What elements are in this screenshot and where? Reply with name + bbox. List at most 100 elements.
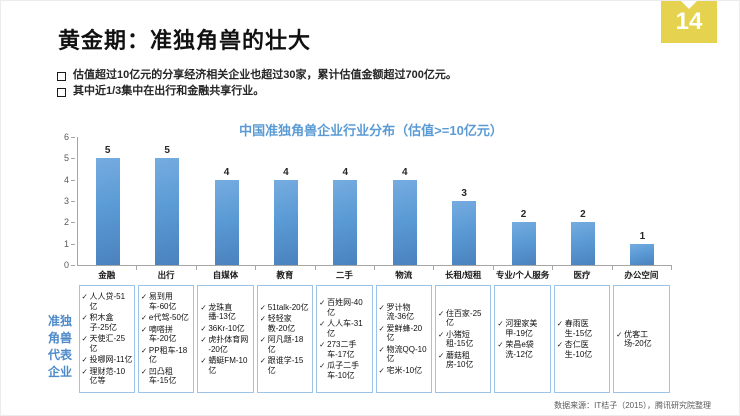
bar-cell-4: 4 [316,137,376,270]
x-axis-tick-mark [255,266,257,270]
company-name: 虎扑体育网 -20亿 [208,335,249,354]
bar-data-label: 5 [164,145,170,157]
company-box-cell: ✓ 人人贷-51亿 ✓ 积木盒子-25亿 ✓ 天使汇-25亿 ✓ 投哪网-11亿 ✓ 理财范-10… [77,285,136,393]
bar-物流[interactable] [392,179,417,265]
company-list-item: ✓ 住百家-25亿 [438,309,489,328]
bar-cell-8: 2 [553,137,613,270]
company-list-item: ✓ 凹凸租车-15亿 [141,367,192,386]
company-box-cell: ✓ 百姓网-40亿 ✓ 人人车-31亿 ✓ 273二手车-17亿 ✓ 瓜子二手车-10亿 [315,285,374,393]
company-name: 阿凡题-18亿 [267,335,304,354]
x-axis-category-label: 物流 [395,270,413,280]
y-axis-tick-mark [71,179,75,181]
bar-长租/短租[interactable] [452,201,477,265]
company-list-item: ✓ 阿凡题-18亿 [260,335,311,354]
x-axis-category-label: 专业/个人服务 [495,270,550,280]
company-name: 蘑菇租房-10亿 [445,350,474,370]
bar-data-label: 4 [342,166,349,178]
data-source-note: 数据来源：IT桔子（2015），腾讯研究院整理 [554,401,711,410]
company-list-item: ✓ 罗计物流-36亿 [379,303,430,322]
slide-title: 黄金期：准独角兽的壮大 [58,28,312,53]
company-list-item: ✓ 36Kr-10亿 [200,324,251,334]
bar-专业/个人服务[interactable] [511,222,536,265]
bullet-list: 估值超过10亿元的分享经济相关企业也超过30家，累计估值金额超过700亿元。 其中… [57,69,457,101]
x-axis-tick-mark [611,266,613,270]
company-name: 小猪短租-15亿 [445,329,474,349]
company-list-item: ✓ PP租车-18亿 [141,346,192,365]
company-name: 51talk-20亿 [267,302,309,312]
company-name: 龙珠直播-13亿 [208,302,236,322]
bar-cell-1: 5 [137,137,197,270]
bar-自媒体[interactable] [214,179,239,265]
bar-出行[interactable] [155,158,180,265]
company-list-item: ✓ 273二手车-17亿 [319,340,370,359]
y-axis-tick-label: 3 [63,196,69,206]
y-axis-tick-mark [71,201,75,202]
company-box-教育: ✓ 51talk-20亿 ✓ 轻轻家教-20亿 ✓ 阿凡题-18亿 ✓ 跟谁学-15亿 [256,285,314,393]
company-name: 优客工场-20亿 [624,329,652,349]
checkmark-icon: ✓ [437,329,445,339]
checkmark-icon: ✓ [81,334,88,344]
x-axis-category-label: 自媒体 [212,270,239,280]
company-list-item: ✓ 春雨医生-15亿 [557,319,608,338]
checkmark-icon: ✓ [319,361,326,370]
checkmark-icon: ✓ [616,329,623,339]
bullet-item: 其中近1/3集中在出行和金融共享行业。 [57,85,457,98]
company-list-item: ✓ 易到用车-60亿 [141,292,192,311]
company-box-cell: ✓ 优客工场-20亿 [612,285,671,393]
company-list-item: ✓ 龙珠直播-13亿 [200,303,251,322]
company-list-item: ✓ 河狸家美甲-19亿 [497,319,548,338]
company-list-item: ✓ 优客工场-20亿 [616,330,667,349]
checkmark-icon: ✓ [497,319,504,328]
company-list-item: ✓ 投哪网-11亿 [82,355,133,365]
y-axis-tick-label: 5 [63,153,69,164]
company-boxes-row: ✓ 人人贷-51亿 ✓ 积木盒子-25亿 ✓ 天使汇-25亿 ✓ 投哪网-11亿 ✓ 理财范-10… [77,285,671,393]
checkmark-icon: ✓ [81,313,88,323]
company-name: 天使汇-25亿 [89,334,126,353]
company-box-金融: ✓ 人人贷-51亿 ✓ 积木盒子-25亿 ✓ 天使汇-25亿 ✓ 投哪网-11亿 ✓ 理财范-10… [78,285,135,393]
checkmark-icon: ✓ [81,355,88,365]
checkmark-icon: ✓ [259,335,267,345]
bar-cell-2: 4 [197,137,257,270]
bar-cell-6: 3 [434,137,494,270]
bar-教育[interactable] [273,179,298,265]
y-axis-tick-label: 1 [63,238,69,249]
y-axis-tick-label: 0 [63,260,69,270]
company-box-cell: ✓ 龙珠直播-13亿 ✓ 36Kr-10亿 ✓ 虎扑体育网 -20亿 ✓ 蜻蜓FM-10亿 [196,285,255,393]
company-list-item: ✓ e代驾-50亿 [141,313,192,323]
x-axis-tick-mark [433,266,435,270]
checkmark-icon: ✓ [140,366,148,376]
company-list-item: ✓ 物流QQ-10 亿 [379,345,430,364]
company-list-item: ✓ 蘑菇租房-10亿 [438,351,489,370]
bar-医疗[interactable] [570,222,595,265]
side-label-representative-companies: 准独 角兽 代表 企业 [47,314,72,379]
company-name: 跟谁学-15亿 [267,356,304,375]
x-axis-category-label: 医疗 [573,270,591,280]
company-name: 轻轻家教-20亿 [267,314,296,333]
company-name: 人人贷-51亿 [89,292,126,311]
y-axis-tick-mark [71,137,75,138]
company-box-医疗: ✓ 春雨医生-15亿 ✓ 杏仁医生-10亿 [553,285,611,393]
checkmark-icon: ✓ [556,340,564,349]
checkmark-icon: ✓ [556,319,564,328]
company-name: 住百家-25亿 [445,308,482,328]
x-axis-category-label: 教育 [276,270,294,280]
checkmark-icon: ✓ [437,350,445,360]
bar-cell-3: 4 [256,137,316,270]
x-axis-tick-mark [671,266,673,270]
company-name: 杏仁医生-10亿 [564,340,593,359]
checkmark-icon: ✓ [81,292,88,302]
checkmark-icon: ✓ [259,314,267,324]
page-tab-notch-icon [681,1,697,9]
company-name: 河狸家美甲-19亿 [505,319,538,338]
bar-办公空间[interactable] [630,243,655,265]
chart-y-axis: 0 1 2 3 4 5 6 [57,132,75,270]
bar-金融[interactable] [95,158,120,265]
company-name: 百姓网-40亿 [327,298,363,317]
company-list-item: ✓ 理财范-10亿等 [82,367,133,386]
bar-chart-plot: 5 5 4 4 4 4 3 2 2 1 [77,137,673,270]
y-axis-tick-mark [71,243,75,245]
company-box-自媒体: ✓ 龙珠直播-13亿 ✓ 36Kr-10亿 ✓ 虎扑体育网 -20亿 ✓ 蜻蜓FM-10亿 [197,285,254,393]
company-name: 嘀嗒拼车-20亿 [148,324,177,344]
bar-二手[interactable] [333,179,358,265]
